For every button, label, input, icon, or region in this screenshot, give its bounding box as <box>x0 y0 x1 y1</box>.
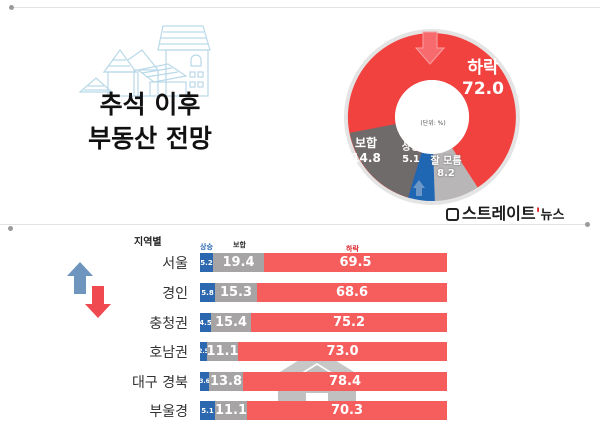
slice-hold-label: 보합 14.8 <box>351 136 381 165</box>
middle-divider-dot-right <box>585 222 590 227</box>
region-label-daegu-gyeongbuk: 대구 경북 <box>132 375 188 391</box>
slice-unknown-label: 잘 모름 8.2 <box>430 156 462 179</box>
donut-chart-graphic <box>344 29 520 205</box>
bar-row-seoul: 5.2 19.4 69.5 <box>200 253 447 272</box>
seg-down: 73.0 <box>238 342 447 361</box>
title-line-2: 부동산 전망 <box>88 124 212 153</box>
region-label-bu-ul-gyeong: 부울경 <box>149 404 188 420</box>
legend-hold: 보합 <box>233 241 246 249</box>
down-arrow-icon <box>414 31 446 65</box>
region-label-gyeongin: 경인 <box>162 286 188 302</box>
slice-hold <box>349 124 422 198</box>
regional-section-title: 지역별 <box>134 237 162 248</box>
seg-down: 75.2 <box>251 313 447 332</box>
seg-hold: 11.1 <box>215 401 247 420</box>
houses-illustration-icon <box>78 25 211 97</box>
legend-down: 하락 <box>346 245 359 253</box>
bar-row-gyeongin: 5.8 15.3 68.6 <box>200 283 447 302</box>
seg-hold: 11.1 <box>207 342 238 361</box>
bar-row-chungcheong: 4.5 15.4 75.2 <box>200 313 447 332</box>
straight-news-logo: 스트레이트'뉴스 <box>446 200 564 224</box>
seg-down: 78.4 <box>243 372 447 391</box>
slice-up-label: 상승 5.1 <box>401 142 421 165</box>
bar-row-daegu-gyeongbuk: 3.6 13.8 78.4 <box>200 372 447 391</box>
middle-divider-dot-left <box>8 226 13 231</box>
legend-up: 상승 <box>200 243 213 251</box>
seg-up: 5.8 <box>200 283 215 302</box>
up-down-arrows-icon <box>67 262 111 318</box>
region-label-honam: 호남권 <box>149 345 188 361</box>
middle-divider <box>0 224 588 225</box>
seg-down: 68.6 <box>257 283 447 302</box>
top-divider-dot <box>9 5 14 10</box>
seg-down: 70.3 <box>247 401 447 420</box>
donut-chart: (단위: %) 하락 72.0 보합 14.8 상승 5.1 잘 모름 8.2 <box>342 28 522 208</box>
up-arrow-icon <box>413 180 425 196</box>
region-label-seoul: 서울 <box>162 256 188 272</box>
seg-down: 69.5 <box>264 253 447 272</box>
seg-up: 2.5 <box>200 342 207 361</box>
top-divider <box>12 7 600 8</box>
donut-center-unit: (단위: %) <box>420 120 446 127</box>
logo-mark-icon <box>446 208 459 221</box>
seg-up: 5.1 <box>200 401 215 420</box>
slice-unknown <box>433 148 478 201</box>
seg-up: 3.6 <box>200 372 209 391</box>
seg-hold: 15.4 <box>211 313 251 332</box>
slice-down-label: 하락 72.0 <box>462 58 504 99</box>
title-line-1: 추석 이후 <box>99 90 201 119</box>
bar-row-bu-ul-gyeong: 5.1 11.1 70.3 <box>200 401 447 420</box>
bar-row-honam: 2.5 11.1 73.0 <box>200 342 447 361</box>
slice-up <box>408 152 435 202</box>
page-title: 추석 이후 부동산 전망 <box>70 88 230 156</box>
seg-hold: 19.4 <box>213 253 264 272</box>
seg-hold: 15.3 <box>215 283 257 302</box>
seg-up: 4.5 <box>200 313 211 332</box>
seg-up: 5.2 <box>200 253 213 272</box>
seg-hold: 13.8 <box>209 372 243 391</box>
region-label-chungcheong: 충청권 <box>149 316 188 332</box>
